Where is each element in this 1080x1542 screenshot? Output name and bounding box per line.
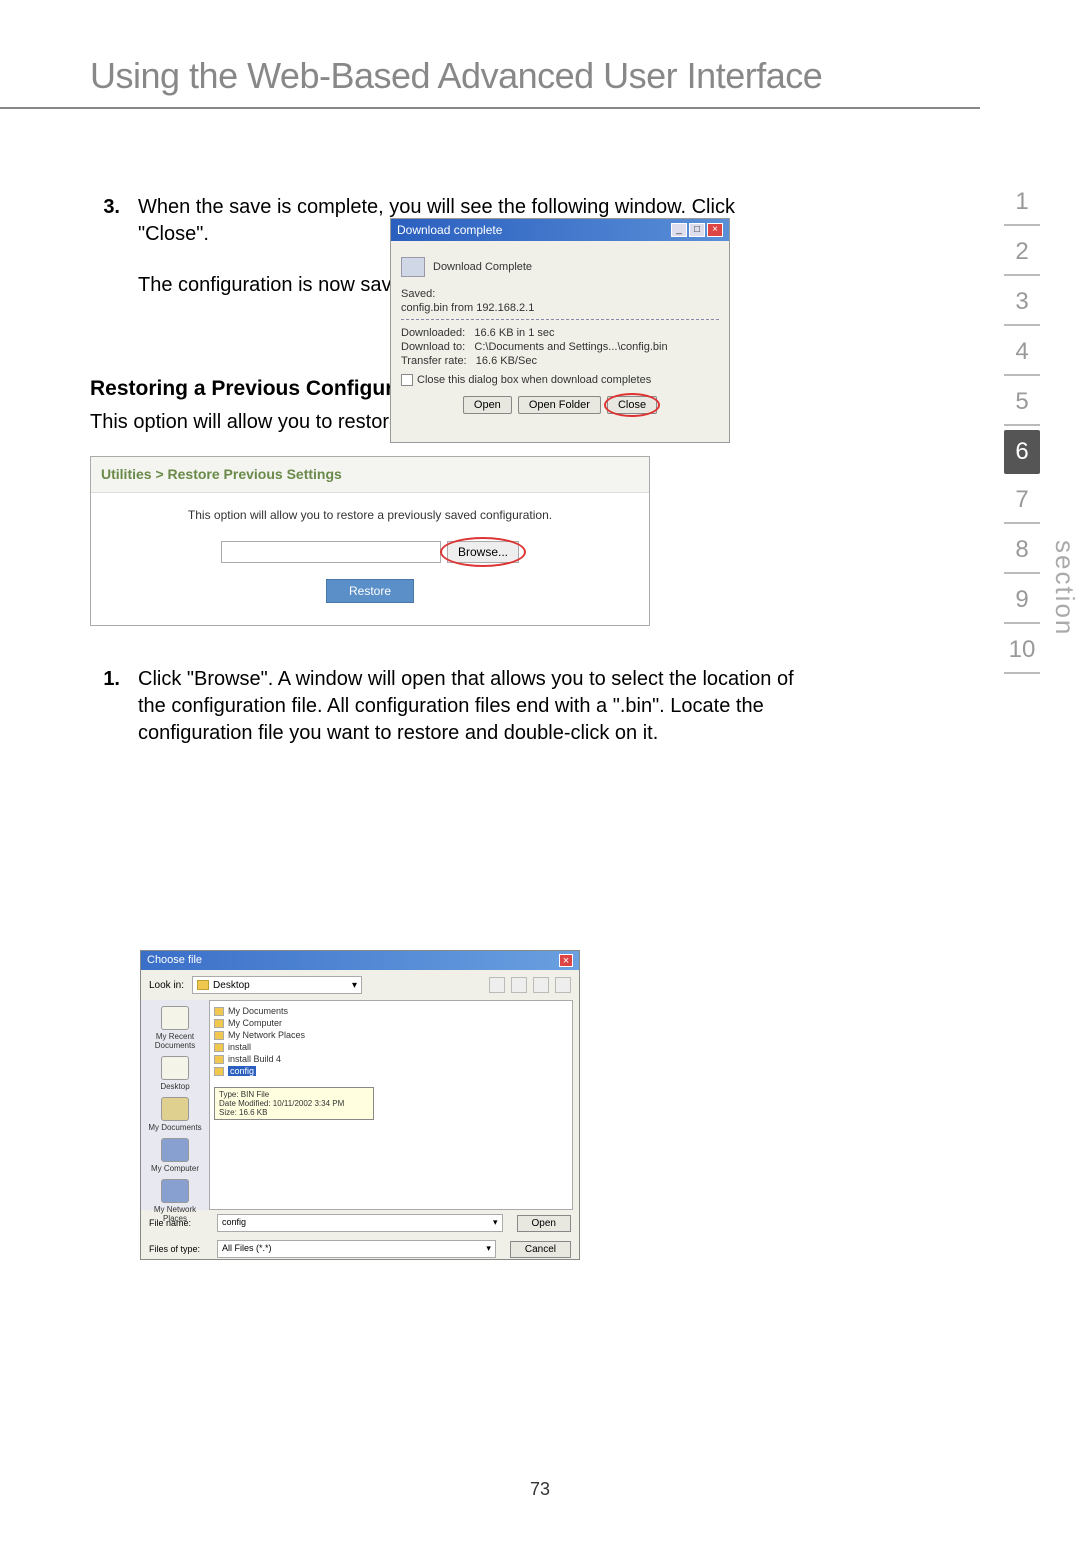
dialog-title: Choose file	[147, 954, 202, 967]
page-title: Using the Web-Based Advanced User Interf…	[0, 0, 980, 109]
download-complete-dialog: Download complete _ □ × Download Complet…	[390, 218, 730, 443]
open-folder-button[interactable]: Open Folder	[518, 396, 601, 414]
downloadto-val: C:\Documents and Settings...\config.bin	[474, 341, 667, 353]
back-icon[interactable]	[489, 977, 505, 993]
folder-icon	[214, 1007, 224, 1016]
file-item[interactable]: My Network Places	[214, 1029, 568, 1041]
chevron-down-icon: ▾	[352, 980, 357, 991]
close-icon[interactable]: ×	[707, 223, 723, 237]
file-tooltip: Type: BIN File Date Modified: 10/11/2002…	[214, 1087, 374, 1120]
saved-label: Saved:	[401, 288, 435, 300]
restore-panel: Utilities > Restore Previous Settings Th…	[90, 456, 650, 626]
sidebar-mycomp[interactable]: My Computer	[151, 1138, 199, 1173]
dialog-titlebar: Download complete _ □ ×	[391, 219, 729, 241]
section-nav: 1 2 3 4 5 6 7 8 9 10	[1004, 180, 1040, 674]
choose-file-dialog: Choose file × Look in: Desktop ▾ My Rece…	[140, 950, 580, 1260]
file-item[interactable]: My Documents	[214, 1005, 568, 1017]
step1-text: Click "Browse". A window will open that …	[138, 666, 800, 747]
sidebar-network[interactable]: My Network Places	[143, 1179, 207, 1223]
close-button[interactable]: Close	[607, 396, 657, 414]
filename-label: File name:	[149, 1218, 209, 1228]
folder-icon	[214, 1019, 224, 1028]
newfolder-icon[interactable]	[533, 977, 549, 993]
saved-text: config.bin from 192.168.2.1	[401, 301, 719, 315]
section-label: section	[1049, 540, 1080, 636]
page-number: 73	[0, 1479, 1080, 1500]
browse-button[interactable]: Browse...	[447, 541, 519, 563]
nav-7[interactable]: 7	[1004, 478, 1040, 524]
restore-button[interactable]: Restore	[326, 579, 414, 603]
sidebar-recent[interactable]: My Recent Documents	[143, 1006, 207, 1050]
close-when-done-checkbox[interactable]	[401, 374, 413, 386]
restore-file-input[interactable]	[221, 541, 441, 563]
close-when-done-label: Close this dialog box when download comp…	[417, 374, 651, 386]
nav-2[interactable]: 2	[1004, 230, 1040, 276]
file-item[interactable]: My Computer	[214, 1017, 568, 1029]
download-icon	[401, 257, 425, 277]
sidebar-desktop[interactable]: Desktop	[160, 1056, 189, 1091]
downloaded-label: Downloaded:	[401, 327, 465, 339]
nav-9[interactable]: 9	[1004, 578, 1040, 624]
nav-3[interactable]: 3	[1004, 280, 1040, 326]
close-icon[interactable]: ×	[559, 954, 573, 967]
nav-5[interactable]: 5	[1004, 380, 1040, 426]
dialog-titlebar: Choose file ×	[141, 951, 579, 970]
folder-icon	[214, 1031, 224, 1040]
filename-input[interactable]: config▾	[217, 1214, 503, 1232]
folder-icon	[214, 1055, 224, 1064]
maximize-icon[interactable]: □	[689, 223, 705, 237]
cancel-button[interactable]: Cancel	[510, 1241, 571, 1258]
restore-panel-title: Utilities > Restore Previous Settings	[91, 457, 649, 493]
step-number: 1.	[90, 666, 120, 747]
file-item-selected[interactable]: config	[214, 1065, 568, 1077]
lookin-dropdown[interactable]: Desktop ▾	[192, 976, 362, 994]
restore-panel-desc: This option will allow you to restore a …	[91, 493, 649, 533]
places-sidebar: My Recent Documents Desktop My Documents…	[141, 1000, 209, 1210]
nav-10[interactable]: 10	[1004, 628, 1040, 674]
open-button[interactable]: Open	[463, 396, 512, 414]
nav-4[interactable]: 4	[1004, 330, 1040, 376]
sidebar-mydocs[interactable]: My Documents	[148, 1097, 201, 1132]
folder-icon	[197, 980, 209, 990]
downloadto-label: Download to:	[401, 341, 465, 353]
chevron-down-icon: ▾	[493, 1217, 498, 1228]
views-icon[interactable]	[555, 977, 571, 993]
nav-1[interactable]: 1	[1004, 180, 1040, 226]
step-1: 1. Click "Browse". A window will open th…	[90, 626, 800, 747]
lookin-label: Look in:	[149, 980, 184, 991]
lookin-value: Desktop	[213, 980, 250, 991]
file-item[interactable]: install	[214, 1041, 568, 1053]
file-list[interactable]: My Documents My Computer My Network Plac…	[209, 1000, 573, 1210]
nav-6-active[interactable]: 6	[1004, 430, 1040, 474]
minimize-icon[interactable]: _	[671, 223, 687, 237]
download-header: Download Complete	[433, 261, 532, 273]
folder-icon	[214, 1043, 224, 1052]
filetype-label: Files of type:	[149, 1244, 209, 1254]
nav-8[interactable]: 8	[1004, 528, 1040, 574]
dialog-title: Download complete	[397, 223, 502, 237]
chevron-down-icon: ▾	[486, 1243, 491, 1254]
rate-label: Transfer rate:	[401, 355, 467, 367]
downloaded-val: 16.6 KB in 1 sec	[474, 327, 554, 339]
file-icon	[214, 1067, 224, 1076]
filetype-dropdown[interactable]: All Files (*.*)▾	[217, 1240, 496, 1258]
open-button[interactable]: Open	[517, 1215, 571, 1232]
up-icon[interactable]	[511, 977, 527, 993]
file-item[interactable]: install Build 4	[214, 1053, 568, 1065]
step-number: 3.	[90, 194, 120, 299]
rate-val: 16.6 KB/Sec	[476, 355, 537, 367]
